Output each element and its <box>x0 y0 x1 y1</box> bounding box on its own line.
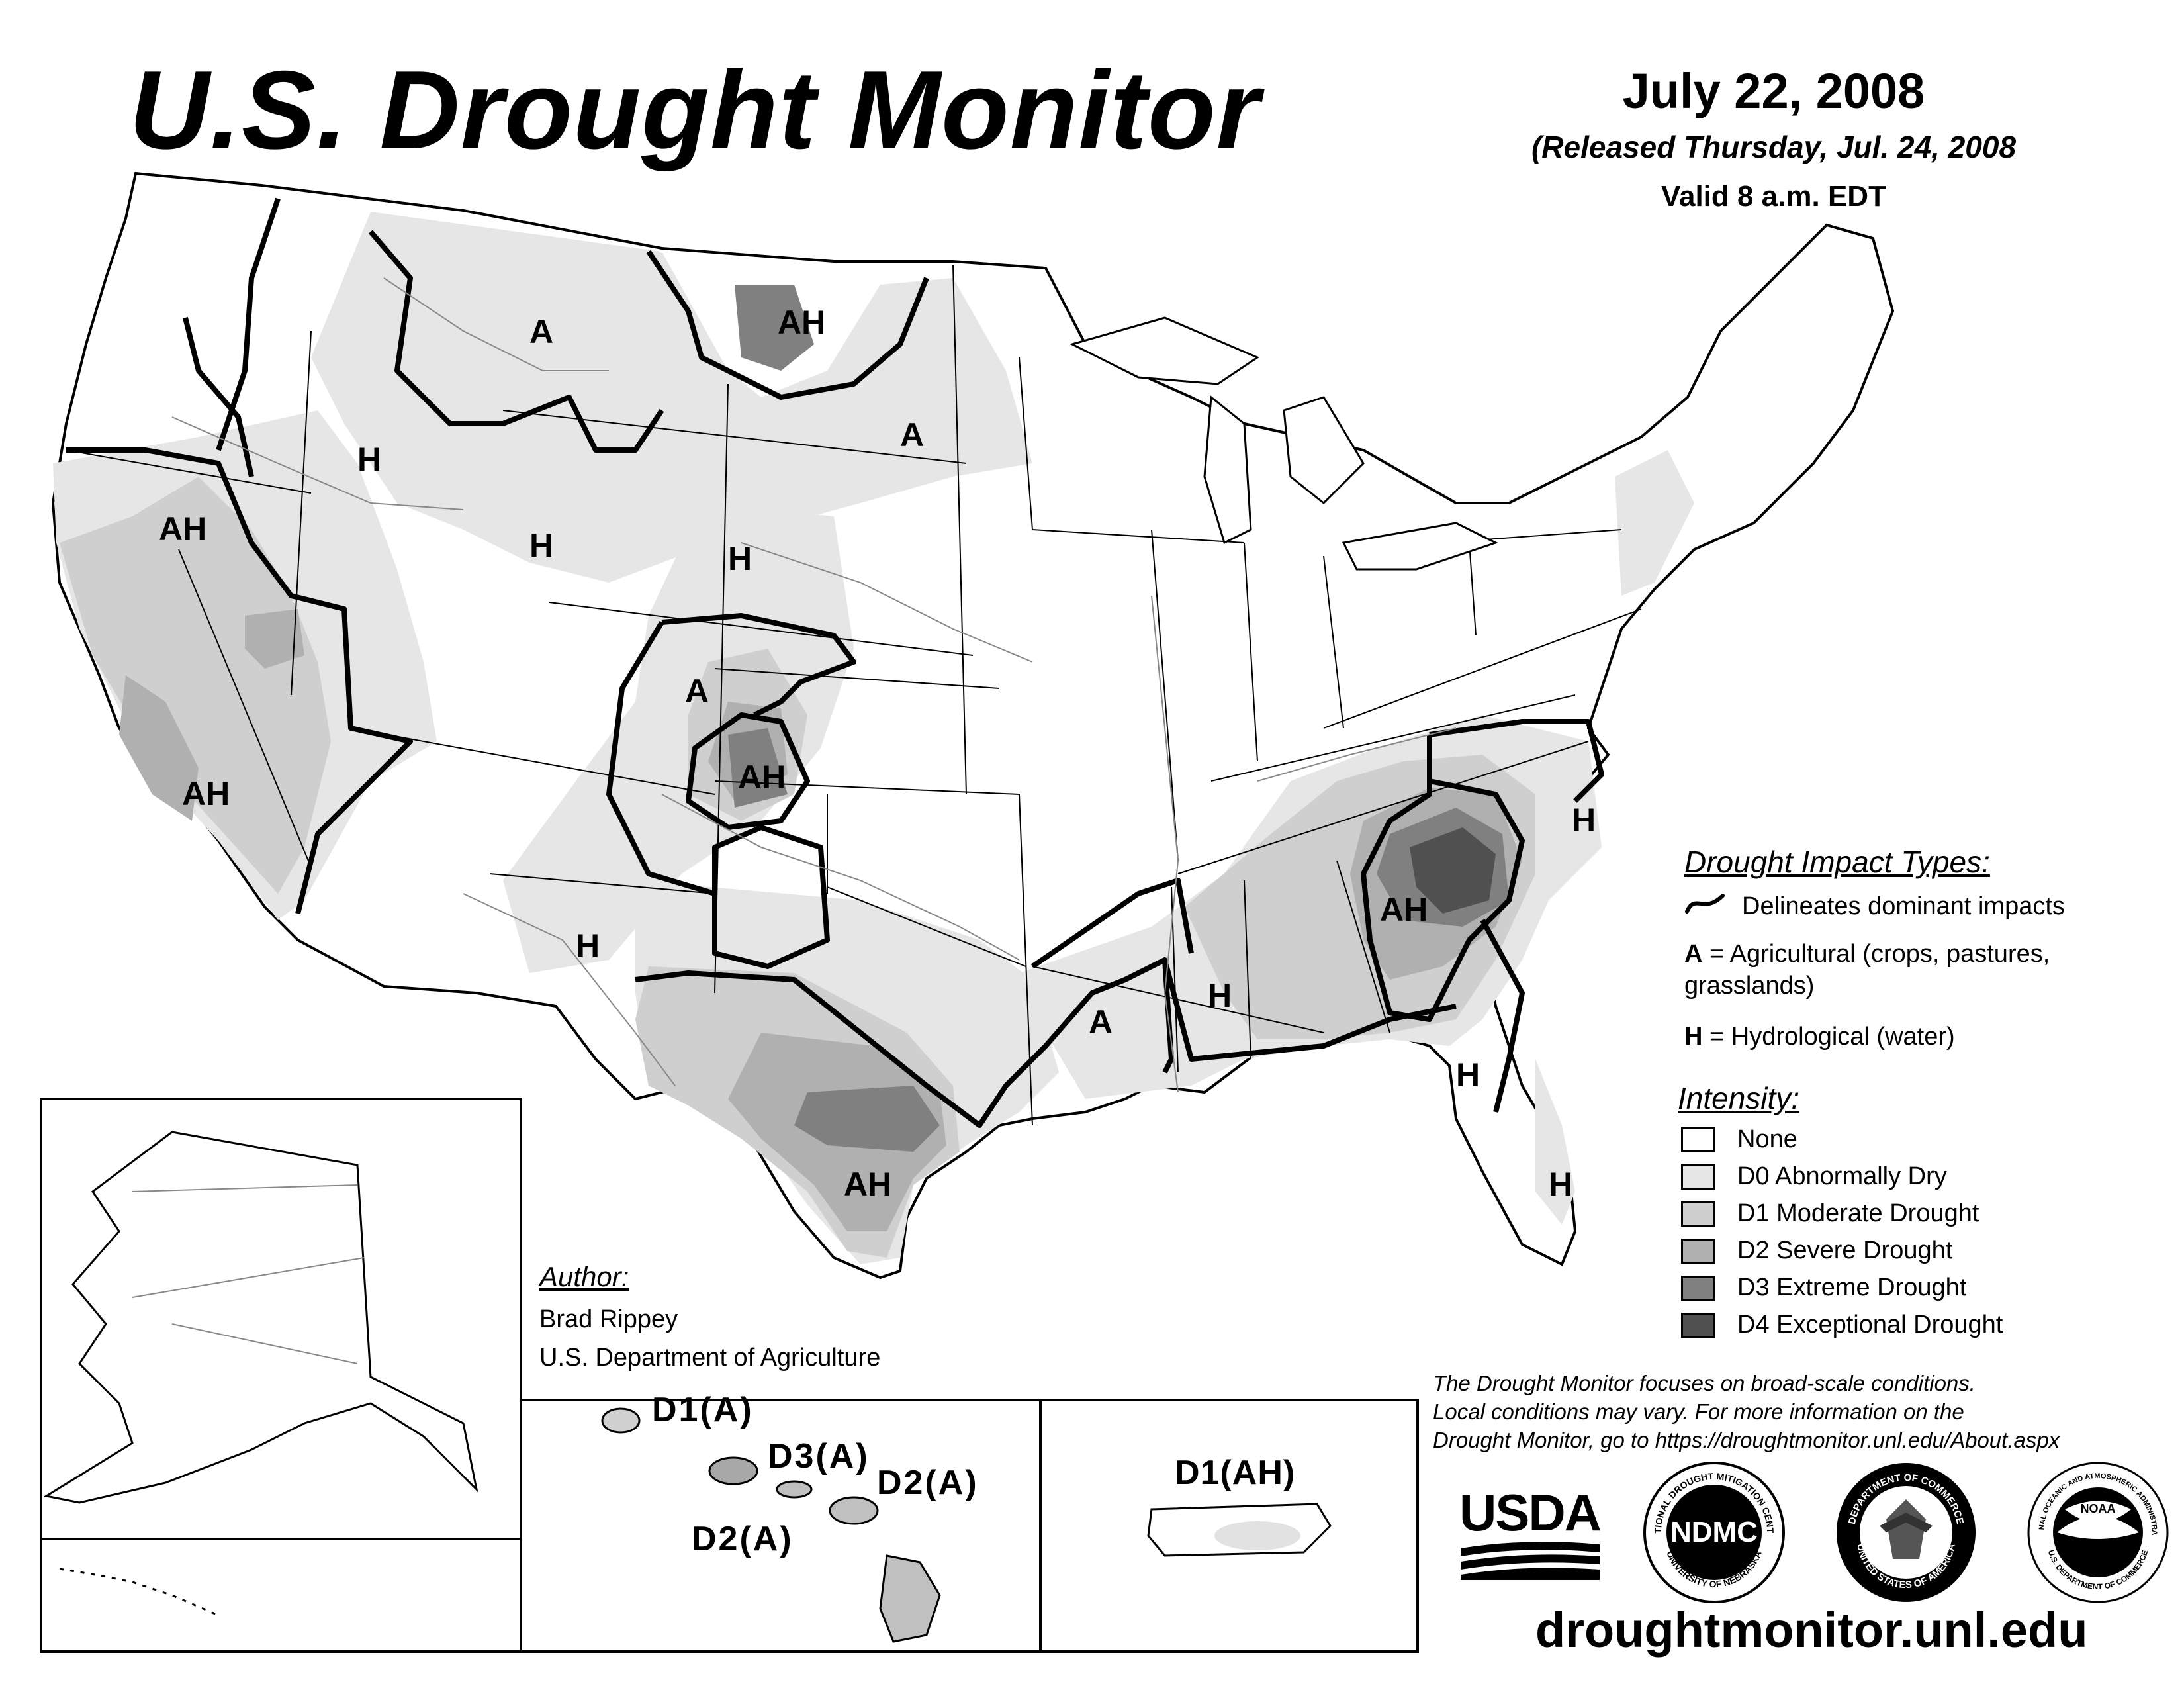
intensity-label: None <box>1737 1125 1797 1153</box>
impact-label: A <box>685 673 709 710</box>
impact-label: A <box>529 313 554 350</box>
agricultural-text: = Agricultural (crops, pastures, <box>1702 940 2050 968</box>
impact-types-heading: Drought Impact Types: <box>1684 845 1990 879</box>
impact-label: H <box>357 441 382 478</box>
impact-label: H <box>1572 802 1596 839</box>
great-lakes <box>1069 316 1498 571</box>
disclaimer-line: The Drought Monitor focuses on broad-sca… <box>1433 1371 1976 1395</box>
disclaimer-line: Drought Monitor, go to https://droughtmo… <box>1433 1428 2060 1452</box>
impact-label: AH <box>159 510 207 547</box>
commerce-seal: DEPARTMENT OF COMMERCE UNITED STATES OF … <box>1837 1463 1976 1602</box>
intensity-heading: Intensity: <box>1678 1081 1800 1115</box>
swatch-d3 <box>1681 1276 1715 1301</box>
swatch-none <box>1681 1127 1715 1152</box>
impact-label: A <box>900 416 925 453</box>
hawaii-islands <box>601 1407 941 1643</box>
alaska-inset-frame <box>40 1098 522 1653</box>
ndmc-logo-text: NDMC <box>1670 1516 1758 1548</box>
impact-label: AH <box>844 1166 892 1203</box>
intensity-label: D4 Exceptional Drought <box>1737 1311 2003 1338</box>
hydrological-legend: H = Hydrological (water) <box>1684 1023 1955 1051</box>
state-boundaries <box>66 264 1642 1126</box>
usda-logo-text: USDA <box>1459 1483 1602 1542</box>
swatch-d2 <box>1681 1239 1715 1264</box>
swatch-d1 <box>1681 1201 1715 1227</box>
map-date: July 22, 2008 <box>1622 64 1925 118</box>
puerto-rico-label: D1(AH) <box>1175 1454 1296 1492</box>
d4-area <box>1410 827 1496 914</box>
intensity-label: D1 Moderate Drought <box>1737 1199 1979 1227</box>
impact-label: AH <box>738 759 786 796</box>
valid-time: Valid 8 a.m. EDT <box>1661 180 1886 212</box>
hawaii-label: D1(A) <box>652 1391 754 1429</box>
noaa-logo: NATIONAL OCEANIC AND ATMOSPHERIC ADMINIS… <box>2025 1460 2169 1603</box>
hawaii-label: D2(A) <box>877 1464 979 1502</box>
hydrological-key: H <box>1684 1023 1703 1051</box>
agricultural-key: A <box>1684 940 1703 968</box>
impact-label: AH <box>1380 891 1428 928</box>
ndmc-logo: NATIONAL DROUGHT MITIGATION CENTER UNIVE… <box>1641 1460 1785 1603</box>
agricultural-legend: A = Agricultural (crops, pastures, <box>1684 940 2050 968</box>
noaa-logo-text: NOAA <box>2081 1502 2116 1515</box>
disclaimer-line: Local conditions may vary. For more info… <box>1433 1399 1964 1424</box>
impact-boundaries <box>66 197 1604 1128</box>
author-heading: Author: <box>539 1261 629 1292</box>
usda-logo-swoosh <box>1461 1542 1600 1580</box>
impact-label: H <box>1549 1166 1573 1203</box>
disclaimer: The Drought Monitor focuses on broad-sca… <box>1433 1369 2161 1454</box>
intensity-label: D2 Severe Drought <box>1737 1237 1953 1264</box>
intensity-label: D3 Extreme Drought <box>1737 1274 1967 1301</box>
hawaii-label: D3(A) <box>768 1437 870 1476</box>
intensity-label: D0 Abnormally Dry <box>1737 1162 1947 1190</box>
website-link[interactable]: droughtmonitor.unl.edu <box>1535 1603 2088 1658</box>
hawaii-label: D2(A) <box>692 1520 794 1558</box>
puerto-rico-inset-frame <box>1039 1399 1419 1653</box>
author-name: Brad Rippey <box>539 1305 678 1333</box>
hydrological-text: = Hydrological (water) <box>1702 1023 1955 1051</box>
swatch-d4 <box>1681 1313 1715 1338</box>
impact-label: AH <box>778 304 826 341</box>
rivers <box>171 277 1457 1093</box>
release-date: (Released Thursday, Jul. 24, 2008 <box>1531 130 2017 164</box>
delineates-text: Delineates dominant impacts <box>1742 892 2065 920</box>
swatch-d0 <box>1681 1164 1715 1190</box>
usda-logo: USDA <box>1459 1486 1602 1585</box>
delineation-line-icon <box>1685 894 1725 914</box>
alaska-landmass <box>43 1131 478 1504</box>
impact-label: H <box>1456 1056 1480 1094</box>
impact-label: H <box>529 527 554 564</box>
map-title: U.S. Drought Monitor <box>129 48 1261 172</box>
impact-label: A <box>1089 1004 1113 1041</box>
impact-label: H <box>1208 977 1232 1014</box>
impact-label: H <box>728 540 752 577</box>
impact-label: AH <box>182 775 230 812</box>
agricultural-text-line2: grasslands) <box>1684 972 1815 1000</box>
author-org: U.S. Department of Agriculture <box>539 1344 881 1372</box>
impact-label: H <box>576 927 600 964</box>
